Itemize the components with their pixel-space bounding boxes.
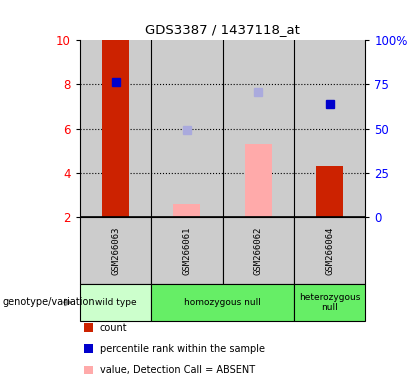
Text: value, Detection Call = ABSENT: value, Detection Call = ABSENT: [100, 365, 255, 375]
Bar: [223, 40, 294, 217]
Text: count: count: [100, 323, 127, 333]
Text: percentile rank within the sample: percentile rank within the sample: [100, 344, 265, 354]
Bar: [245, 144, 272, 217]
Text: GSM266062: GSM266062: [254, 227, 263, 275]
Text: GSM266061: GSM266061: [182, 227, 192, 275]
Text: wild type: wild type: [94, 298, 136, 307]
Bar: [102, 40, 129, 217]
Text: GSM266064: GSM266064: [325, 227, 334, 275]
Bar: [294, 40, 365, 217]
Title: GDS3387 / 1437118_at: GDS3387 / 1437118_at: [145, 23, 300, 36]
Text: genotype/variation: genotype/variation: [2, 297, 95, 308]
Bar: [173, 204, 200, 217]
Bar: [80, 40, 151, 217]
Bar: [151, 40, 223, 217]
Text: heterozygous
null: heterozygous null: [299, 293, 360, 312]
Bar: [316, 166, 343, 217]
Text: homozygous null: homozygous null: [184, 298, 261, 307]
Text: GSM266063: GSM266063: [111, 227, 120, 275]
